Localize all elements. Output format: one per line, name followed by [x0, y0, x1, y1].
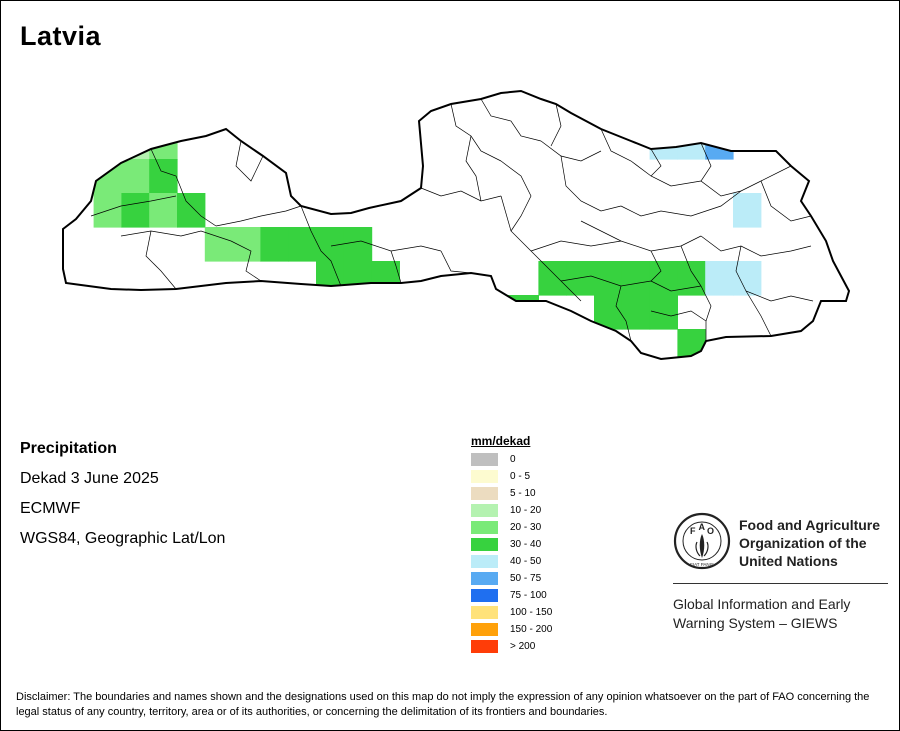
legend-label: > 200 [510, 641, 536, 652]
grid-cell [733, 261, 762, 296]
legend-swatch [471, 453, 498, 466]
legend-label: 30 - 40 [510, 539, 542, 550]
fao-name-line: United Nations [739, 553, 838, 569]
grid-cell [121, 159, 150, 194]
grid-cell [621, 261, 651, 296]
legend-row: 0 [471, 451, 552, 468]
logo-letter: A [699, 522, 706, 532]
fao-name: Food and Agriculture Organization of the… [739, 516, 880, 570]
giews-name: Global Information and Early Warning Sys… [673, 595, 850, 633]
legend-row: 40 - 50 [471, 553, 552, 570]
legend-row: 150 - 200 [471, 621, 552, 638]
grid-cell [260, 227, 289, 262]
logo-letter: O [707, 526, 714, 536]
legend-rows: 0 0 - 5 5 - 10 10 - 20 20 - 30 30 - 40 4… [471, 451, 552, 655]
legend-swatch [471, 487, 498, 500]
grid-cell [482, 295, 512, 330]
legend-swatch [471, 572, 498, 585]
grid-cell [705, 261, 734, 296]
legend-swatch [471, 640, 498, 653]
logo-ring-text: FIAT PANIS [690, 562, 714, 567]
grid-cell [177, 193, 206, 228]
admin-boundaries [90, 98, 814, 342]
legend-swatch [471, 521, 498, 534]
legend-swatch [471, 538, 498, 551]
period-label: Dekad 3 June 2025 [20, 470, 159, 487]
grid-cell [316, 261, 345, 296]
precipitation-grid [63, 91, 849, 359]
grid-cell [455, 295, 484, 330]
grid-cell [538, 261, 567, 296]
giews-line: Global Information and Early [673, 596, 851, 612]
legend-row: 10 - 20 [471, 502, 552, 519]
grid-cell [288, 227, 317, 262]
legend: mm/dekad 0 0 - 5 5 - 10 10 - 20 20 - 30 … [471, 434, 552, 655]
grid-cell [649, 295, 678, 330]
legend-swatch [471, 470, 498, 483]
legend-title: mm/dekad [471, 434, 531, 448]
legend-row: 0 - 5 [471, 468, 552, 485]
grid-cell [705, 91, 734, 126]
grid-cell [149, 159, 178, 194]
grid-cell [733, 91, 762, 126]
fao-name-line: Food and Agriculture [739, 517, 881, 533]
grid-cell [204, 227, 234, 262]
legend-row: 50 - 75 [471, 570, 552, 587]
giews-line: Warning System – GIEWS [673, 615, 838, 631]
source-label: ECMWF [20, 500, 81, 517]
legend-swatch [471, 589, 498, 602]
legend-swatch [471, 555, 498, 568]
logo-letter: F [690, 526, 696, 536]
grid-cell [677, 91, 706, 126]
grid-cell [705, 125, 734, 160]
grid-cell [566, 261, 595, 296]
legend-row: 30 - 40 [471, 536, 552, 553]
disclaimer: Disclaimer: The boundaries and names sho… [16, 691, 870, 718]
grid-cell [649, 261, 678, 296]
grid-cell [677, 261, 706, 296]
legend-label: 40 - 50 [510, 556, 542, 567]
fao-name-line: Organization of the [739, 535, 867, 551]
latvia-border [62, 89, 851, 361]
map-title: Latvia [20, 21, 102, 51]
legend-swatch [471, 606, 498, 619]
grid-cell [232, 295, 261, 330]
grid-cell [621, 295, 651, 330]
variable-label: Precipitation [20, 440, 117, 457]
legend-label: 20 - 30 [510, 522, 542, 533]
legend-label: 0 [510, 454, 516, 465]
grid-cell [343, 261, 373, 296]
legend-label: 10 - 20 [510, 505, 542, 516]
legend-row: 5 - 10 [471, 485, 552, 502]
fao-logo: F A O FIAT PANIS [673, 512, 731, 570]
grid-cell [343, 227, 373, 262]
grid-cell [121, 193, 150, 228]
legend-row: 100 - 150 [471, 604, 552, 621]
legend-row: 75 - 100 [471, 587, 552, 604]
legend-label: 150 - 200 [510, 624, 553, 635]
legend-label: 50 - 75 [510, 573, 542, 584]
legend-label: 75 - 100 [510, 590, 547, 601]
grid-cell [121, 125, 150, 160]
legend-swatch [471, 623, 498, 636]
legend-row: 20 - 30 [471, 519, 552, 536]
projection-label: WGS84, Geographic Lat/Lon [20, 530, 226, 547]
legend-label: 5 - 10 [510, 488, 536, 499]
grid-cell [677, 329, 706, 359]
legend-row: > 200 [471, 638, 552, 655]
map-info: Precipitation Dekad 3 June 2025 ECMWF WG… [20, 439, 225, 559]
grid-cell [733, 193, 762, 228]
divider [673, 583, 888, 584]
legend-label: 0 - 5 [510, 471, 531, 482]
legend-label: 100 - 150 [510, 607, 553, 618]
legend-swatch [471, 504, 498, 517]
